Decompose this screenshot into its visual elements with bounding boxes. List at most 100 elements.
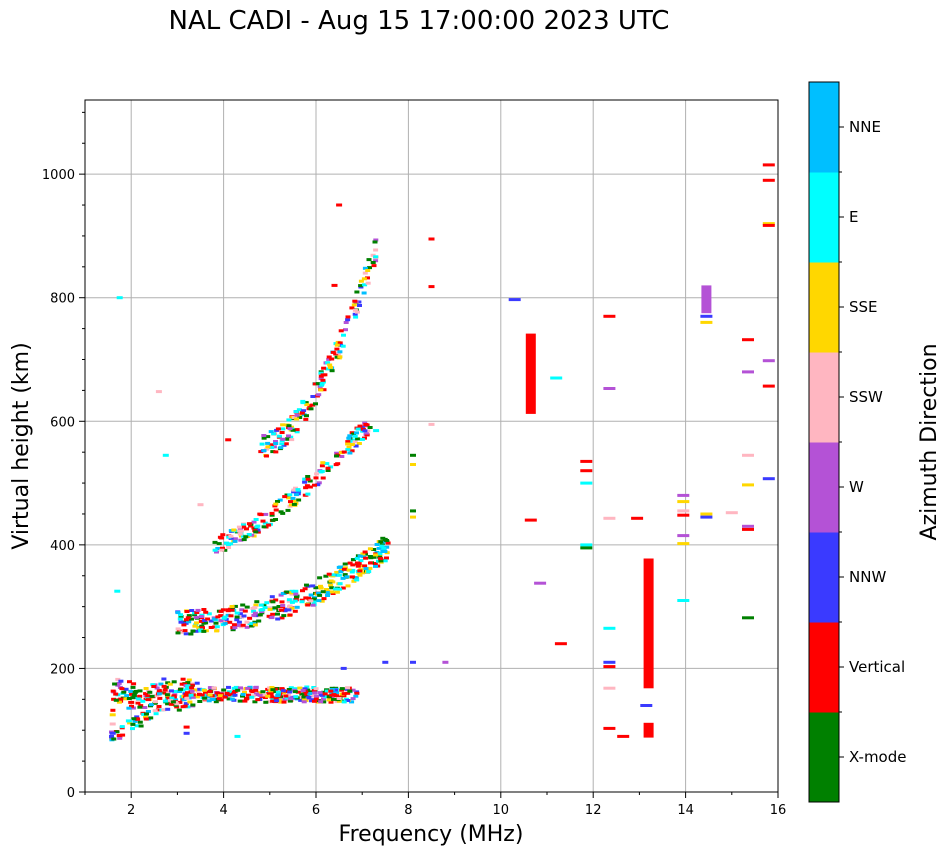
data-column bbox=[643, 722, 654, 738]
data-point bbox=[762, 223, 775, 227]
data-point bbox=[212, 548, 218, 552]
data-point bbox=[218, 619, 224, 623]
data-point bbox=[148, 703, 154, 707]
data-point bbox=[320, 476, 326, 480]
data-point bbox=[183, 618, 189, 622]
data-point bbox=[324, 462, 330, 466]
data-point bbox=[742, 483, 754, 487]
data-column bbox=[525, 333, 536, 414]
colorbar-frame bbox=[808, 81, 840, 803]
data-point bbox=[196, 626, 202, 630]
data-point bbox=[251, 520, 257, 524]
data-point bbox=[193, 615, 199, 619]
data-point bbox=[279, 600, 285, 604]
data-point bbox=[287, 427, 293, 431]
data-point bbox=[603, 516, 616, 520]
data-point bbox=[340, 576, 346, 580]
data-point bbox=[313, 687, 319, 691]
data-point bbox=[195, 608, 201, 612]
data-point bbox=[310, 698, 316, 702]
data-point bbox=[340, 344, 346, 348]
data-point bbox=[291, 499, 297, 503]
data-point bbox=[214, 550, 219, 554]
data-point bbox=[328, 365, 333, 369]
data-point bbox=[275, 606, 281, 610]
data-point bbox=[211, 686, 217, 690]
data-point bbox=[219, 548, 225, 552]
data-point bbox=[193, 629, 199, 633]
colorbar-label: X-mode bbox=[849, 748, 906, 766]
data-point bbox=[280, 592, 286, 595]
data-point bbox=[170, 700, 176, 704]
data-point bbox=[297, 686, 303, 690]
data-point bbox=[218, 692, 224, 696]
data-point bbox=[550, 376, 563, 380]
data-point bbox=[246, 522, 252, 526]
data-point bbox=[141, 712, 147, 716]
data-point bbox=[187, 700, 193, 704]
axis-ticks: 2 4 6 8 10 12 14 16 0 200 400 600 800 1000 bbox=[42, 111, 786, 818]
data-point bbox=[305, 475, 311, 478]
data-point bbox=[321, 700, 327, 704]
data-point bbox=[119, 687, 125, 691]
data-point bbox=[278, 593, 284, 597]
data-point bbox=[222, 548, 228, 552]
data-point bbox=[207, 693, 213, 697]
data-point bbox=[131, 682, 137, 686]
data-point bbox=[345, 442, 351, 446]
data-point bbox=[307, 485, 313, 489]
data-point bbox=[677, 509, 690, 513]
data-point bbox=[308, 407, 314, 411]
data-point bbox=[120, 733, 126, 737]
data-point bbox=[354, 556, 360, 560]
data-point bbox=[194, 693, 200, 697]
data-point bbox=[355, 564, 361, 568]
data-point bbox=[257, 512, 263, 516]
data-point bbox=[677, 542, 690, 546]
data-point bbox=[124, 694, 130, 698]
data-marks bbox=[109, 163, 775, 742]
data-point bbox=[325, 469, 331, 472]
data-point bbox=[345, 699, 351, 702]
data-point bbox=[385, 541, 391, 545]
data-point bbox=[365, 269, 371, 272]
data-point bbox=[119, 725, 125, 729]
data-point bbox=[288, 500, 293, 504]
data-point bbox=[350, 563, 356, 567]
data-point bbox=[357, 554, 363, 558]
data-point bbox=[269, 511, 275, 515]
data-point bbox=[351, 579, 357, 583]
data-point bbox=[291, 488, 297, 492]
data-point bbox=[128, 689, 134, 693]
data-point bbox=[357, 424, 363, 428]
data-point bbox=[129, 692, 135, 696]
data-point bbox=[240, 603, 246, 607]
data-point bbox=[148, 716, 154, 720]
data-point bbox=[192, 624, 198, 628]
data-point bbox=[321, 366, 327, 370]
data-point bbox=[261, 525, 267, 529]
data-point bbox=[132, 719, 138, 723]
data-point bbox=[154, 686, 160, 690]
data-point bbox=[308, 599, 314, 603]
data-point bbox=[198, 628, 204, 632]
data-point bbox=[190, 629, 196, 633]
data-point bbox=[352, 440, 358, 444]
data-point bbox=[242, 690, 247, 694]
data-point bbox=[235, 688, 241, 692]
data-point bbox=[194, 621, 199, 625]
data-point bbox=[112, 682, 118, 686]
data-point bbox=[287, 493, 293, 497]
data-point bbox=[355, 310, 360, 314]
data-point bbox=[212, 694, 218, 698]
plot-frame bbox=[84, 99, 779, 793]
data-point bbox=[262, 521, 268, 525]
data-point bbox=[121, 690, 127, 694]
data-point bbox=[305, 603, 311, 607]
data-point bbox=[230, 628, 236, 632]
data-point bbox=[111, 737, 117, 741]
data-point bbox=[186, 678, 192, 682]
data-point bbox=[127, 721, 133, 725]
x-tick-label: 6 bbox=[312, 803, 320, 818]
